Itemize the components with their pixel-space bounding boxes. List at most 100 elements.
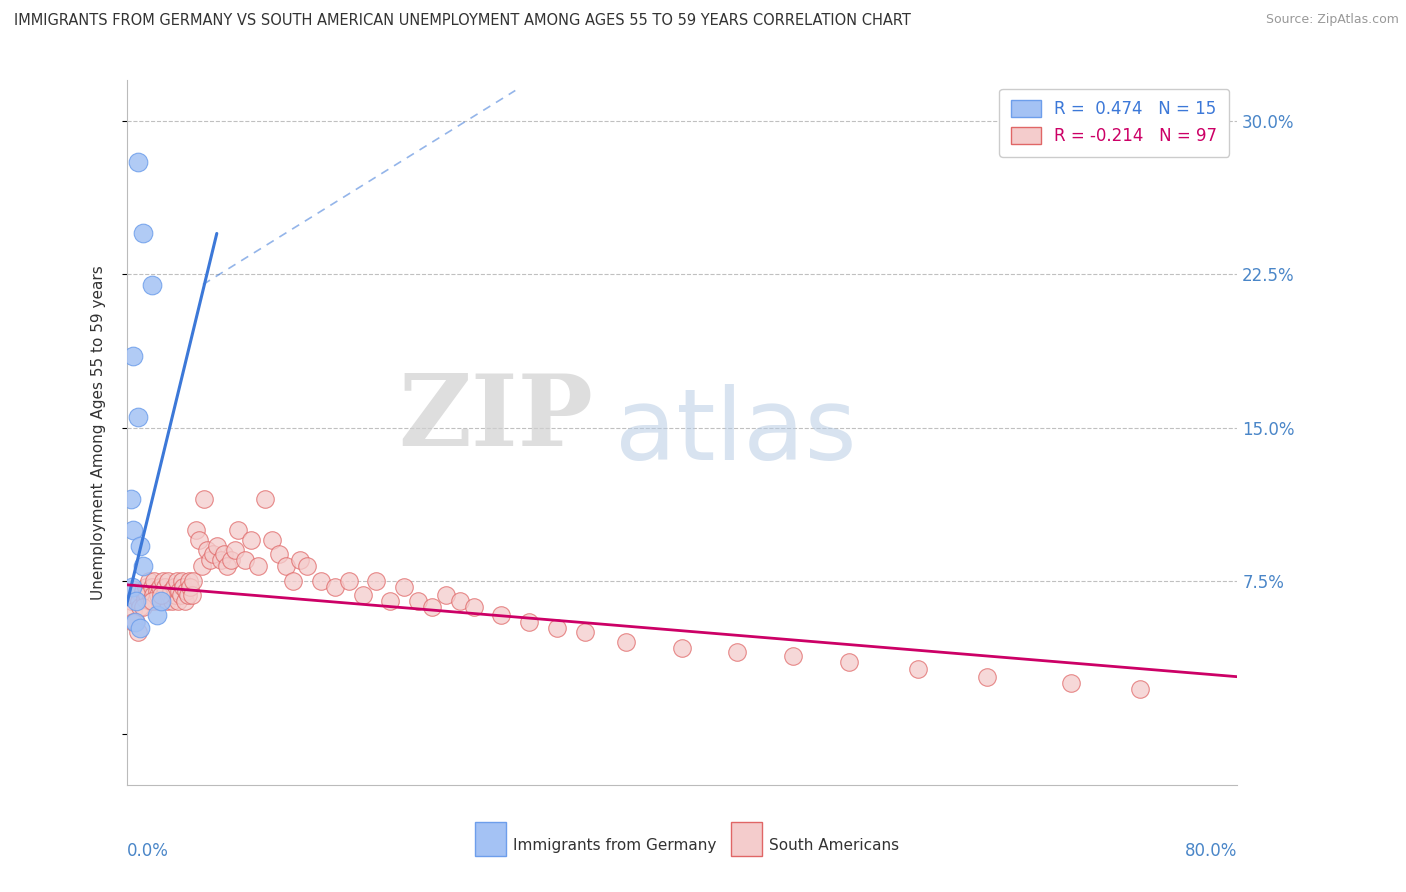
Point [309,574,332,588]
Point [281,574,304,588]
Point [125,615,148,629]
Point [165,588,187,602]
Point [143,574,166,588]
Point [212,547,235,561]
Point [162,594,184,608]
Point [323,580,346,594]
Point [150,588,173,602]
Point [614,635,637,649]
Point [122,523,145,537]
Point [201,547,224,561]
Text: Source: ZipAtlas.com: Source: ZipAtlas.com [1265,13,1399,27]
Point [124,615,146,629]
Point [132,600,155,615]
Point [156,594,179,608]
Point [146,583,169,598]
Point [907,661,929,675]
Point [153,588,176,602]
Point [177,574,200,588]
Point [132,559,155,574]
Point [127,583,149,598]
Point [262,533,284,547]
Point [574,624,596,639]
Point [129,539,152,553]
Point [180,588,202,602]
Point [141,277,163,292]
Point [141,594,163,608]
Point [727,645,749,659]
Point [150,594,173,608]
Point [169,583,191,598]
Point [142,588,165,602]
Point [138,574,160,588]
Point [517,615,540,629]
Point [167,594,190,608]
Legend: R =  0.474   N = 15, R = -0.214   N = 97: R = 0.474 N = 15, R = -0.214 N = 97 [1000,88,1229,157]
Point [132,583,155,598]
Point [254,491,277,506]
Point [134,592,156,607]
Point [233,553,256,567]
Point [1060,676,1083,690]
Point [145,594,167,608]
Text: 80.0%: 80.0% [1185,842,1237,860]
Point [136,588,159,602]
Point [226,523,249,537]
Point [172,580,194,594]
Text: 0.0%: 0.0% [127,842,169,860]
Point [125,594,148,608]
Point [420,600,443,615]
Point [838,656,860,670]
Point [1129,681,1152,696]
Point [434,588,457,602]
Point [120,594,142,608]
Point [128,594,150,608]
Point [159,588,181,602]
Text: atlas: atlas [616,384,856,481]
Point [337,574,360,588]
Point [295,559,318,574]
Point [146,608,169,623]
Point [155,580,177,594]
Point [406,594,429,608]
Point [976,670,998,684]
Point [129,600,152,615]
Point [782,649,804,664]
Point [463,600,485,615]
Point [193,491,215,506]
Point [195,543,218,558]
Point [160,583,183,598]
Point [187,533,209,547]
Point [121,580,143,594]
Point [209,553,232,567]
Point [179,580,201,594]
Point [122,615,145,629]
Point [215,559,238,574]
Point [380,594,402,608]
Point [149,580,172,594]
Point [139,594,162,608]
Point [198,553,221,567]
Text: ZIP: ZIP [398,370,593,467]
Point [276,559,298,574]
Point [219,553,242,567]
Y-axis label: Unemployment Among Ages 55 to 59 years: Unemployment Among Ages 55 to 59 years [91,265,105,600]
Point [129,621,152,635]
Text: IMMIGRANTS FROM GERMANY VS SOUTH AMERICAN UNEMPLOYMENT AMONG AGES 55 TO 59 YEARS: IMMIGRANTS FROM GERMANY VS SOUTH AMERICA… [14,13,911,29]
Point [366,574,388,588]
Point [671,641,693,656]
Point [163,580,186,594]
Point [491,608,513,623]
Point [352,588,374,602]
Point [190,559,212,574]
Point [269,547,291,561]
Point [122,604,145,618]
Point [288,553,311,567]
Point [181,574,204,588]
Point [148,588,170,602]
Point [205,539,228,553]
Point [152,574,174,588]
Point [240,533,263,547]
Point [173,594,195,608]
Point [141,580,163,594]
